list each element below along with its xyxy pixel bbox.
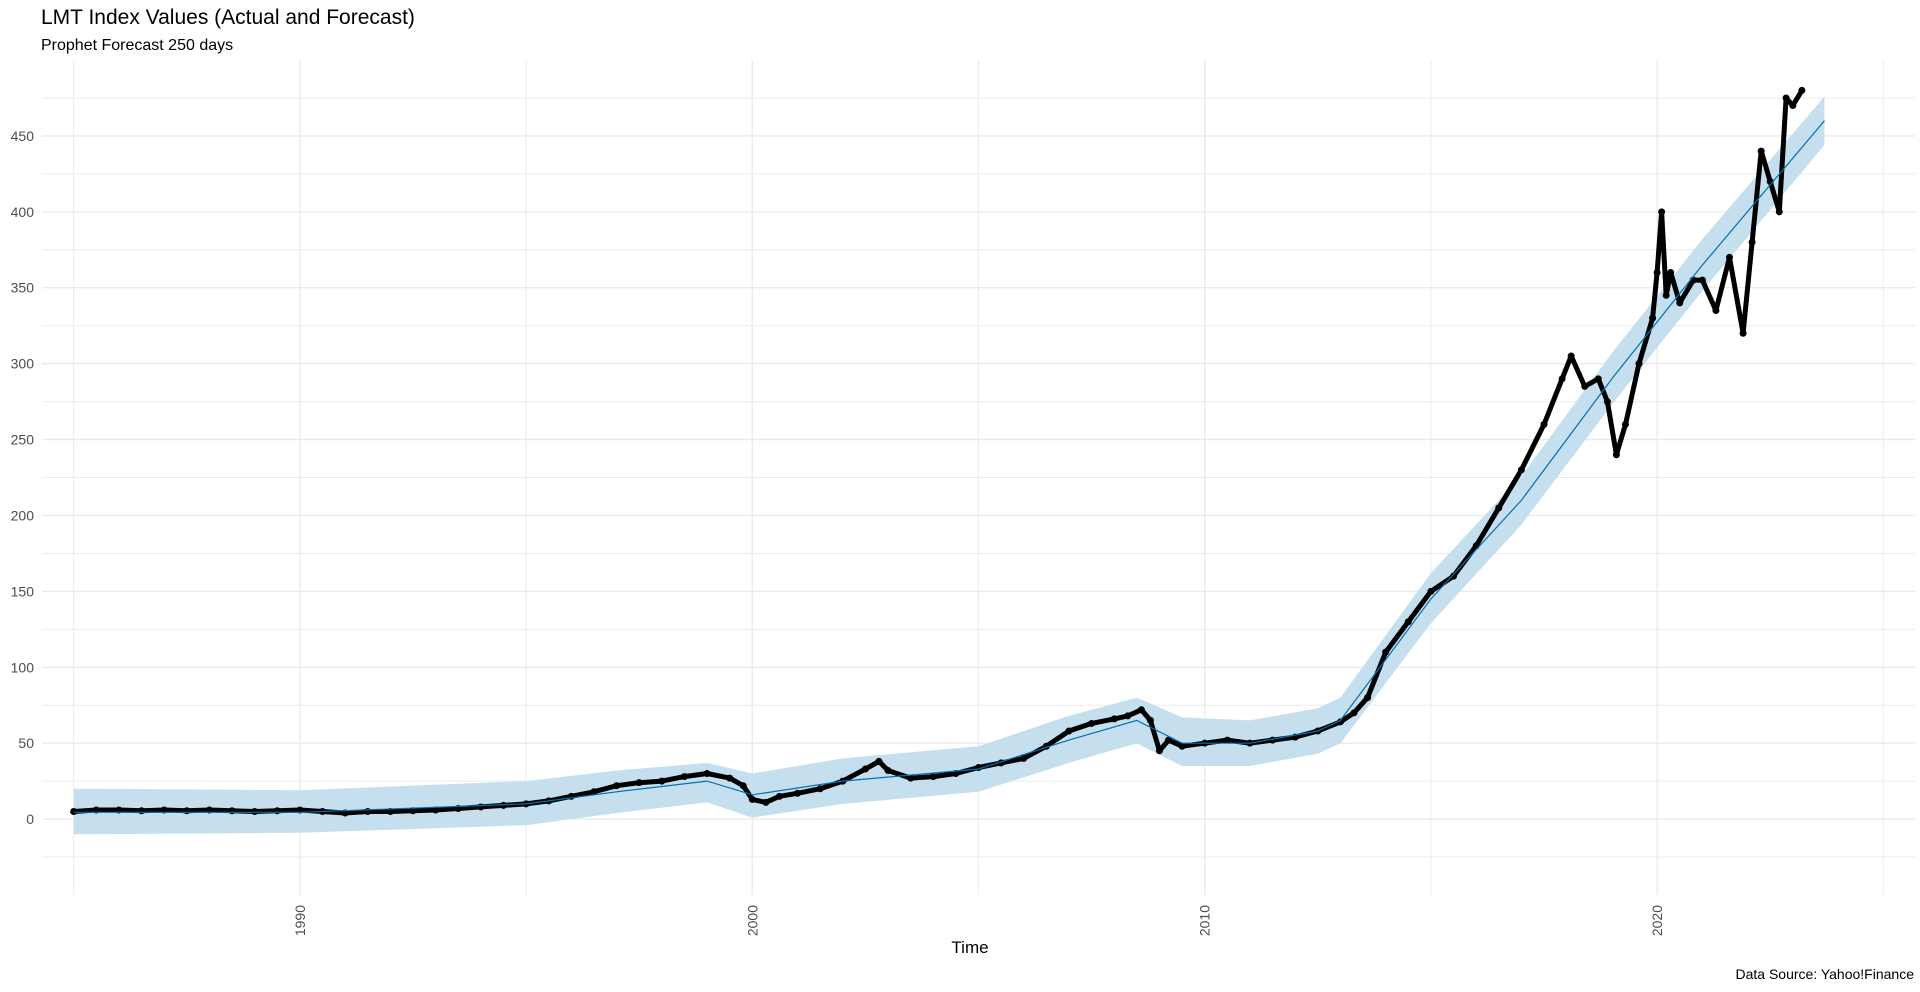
actual-point <box>861 765 869 773</box>
actual-point <box>1667 269 1675 277</box>
actual-point <box>680 773 688 781</box>
actual-point <box>590 788 598 796</box>
actual-point <box>1581 382 1589 390</box>
x-tick-label: 2000 <box>744 905 760 936</box>
actual-point <box>1404 618 1412 626</box>
actual-point <box>1137 706 1145 714</box>
actual-point <box>409 807 417 815</box>
actual-point <box>884 767 892 775</box>
y-tick-label: 50 <box>18 735 34 751</box>
actual-point <box>929 773 937 781</box>
actual-point <box>1603 398 1611 406</box>
chart-subtitle: Prophet Forecast 250 days <box>41 37 234 54</box>
actual-point <box>1621 420 1629 428</box>
actual-point <box>1020 754 1028 762</box>
actual-point <box>875 757 883 765</box>
actual-point <box>70 808 78 815</box>
actual-point <box>635 779 643 787</box>
actual-point <box>183 807 191 815</box>
actual-point <box>228 807 236 815</box>
actual-point <box>703 770 711 778</box>
y-tick-label: 250 <box>11 432 35 448</box>
actual-point <box>1658 208 1666 216</box>
y-tick-label: 350 <box>11 280 35 296</box>
actual-point <box>1782 94 1790 102</box>
actual-point <box>1450 572 1458 580</box>
actual-point <box>1712 307 1720 314</box>
actual-point <box>1223 736 1231 744</box>
actual-point <box>1540 420 1548 428</box>
caption: Data Source: Yahoo!Finance <box>1735 966 1915 982</box>
actual-point <box>613 782 621 790</box>
forecast-interval-band <box>73 96 1825 835</box>
actual-point <box>1739 329 1747 337</box>
y-tick-label: 0 <box>26 811 34 827</box>
actual-point <box>794 789 802 797</box>
y-tick-label: 100 <box>11 659 35 675</box>
x-axis-label: Time <box>951 938 989 957</box>
actual-point <box>1594 375 1602 383</box>
actual-point <box>1088 719 1096 727</box>
actual-point <box>1789 102 1797 110</box>
actual-point <box>1110 715 1118 723</box>
actual-point <box>762 798 770 806</box>
actual-point <box>1364 694 1372 702</box>
y-tick-label: 200 <box>11 507 35 523</box>
actual-point <box>975 763 982 771</box>
actual-point <box>1472 542 1480 550</box>
actual-point <box>499 801 507 809</box>
actual-point <box>775 792 783 800</box>
actual-point <box>1124 712 1132 720</box>
actual-point <box>251 808 259 815</box>
x-tick-label: 2020 <box>1649 905 1665 936</box>
forecast-line <box>73 120 1825 813</box>
actual-point <box>952 770 960 778</box>
actual-point <box>1567 352 1575 360</box>
actual-point <box>1178 742 1186 750</box>
actual-point <box>748 795 756 803</box>
x-tick-label: 2010 <box>1197 905 1213 936</box>
actual-point <box>1798 86 1806 94</box>
actual-point <box>1146 716 1154 724</box>
y-tick-label: 300 <box>11 356 35 372</box>
actual-point <box>386 808 394 815</box>
actual-point <box>432 806 440 814</box>
actual-point <box>1757 147 1765 155</box>
actual-point <box>1612 451 1620 459</box>
actual-point <box>1653 269 1661 277</box>
actual-point <box>138 807 146 815</box>
actual-point <box>1558 375 1566 383</box>
actual-point <box>1726 253 1734 261</box>
actual-point <box>1517 466 1525 474</box>
actual-point <box>1350 709 1358 717</box>
chart-title: LMT Index Values (Actual and Forecast) <box>41 6 415 29</box>
actual-point <box>1495 504 1503 512</box>
actual-point <box>273 807 281 815</box>
actual-point <box>816 785 824 793</box>
actual-point <box>1165 736 1173 744</box>
actual-point <box>364 808 372 815</box>
actual-point <box>1662 291 1670 299</box>
actual-point <box>1427 587 1435 595</box>
actual-point <box>907 774 915 782</box>
actual-point <box>1065 727 1073 735</box>
actual-point <box>726 774 734 782</box>
actual-point <box>1698 276 1706 284</box>
actual-point <box>477 803 485 811</box>
y-tick-label: 450 <box>11 128 35 144</box>
actual-point <box>1748 238 1756 246</box>
y-tick-label: 150 <box>11 583 35 599</box>
actual-point <box>658 777 666 785</box>
actual-point <box>1336 718 1344 726</box>
actual-point <box>1155 747 1163 755</box>
actual-point <box>1649 314 1657 322</box>
actual-point <box>1635 360 1643 368</box>
x-tick-label: 1990 <box>292 905 308 936</box>
actual-point <box>739 782 747 790</box>
actual-point <box>1382 648 1390 656</box>
y-tick-label: 400 <box>11 204 35 220</box>
actual-point <box>1775 208 1783 216</box>
actual-point <box>1676 299 1684 307</box>
